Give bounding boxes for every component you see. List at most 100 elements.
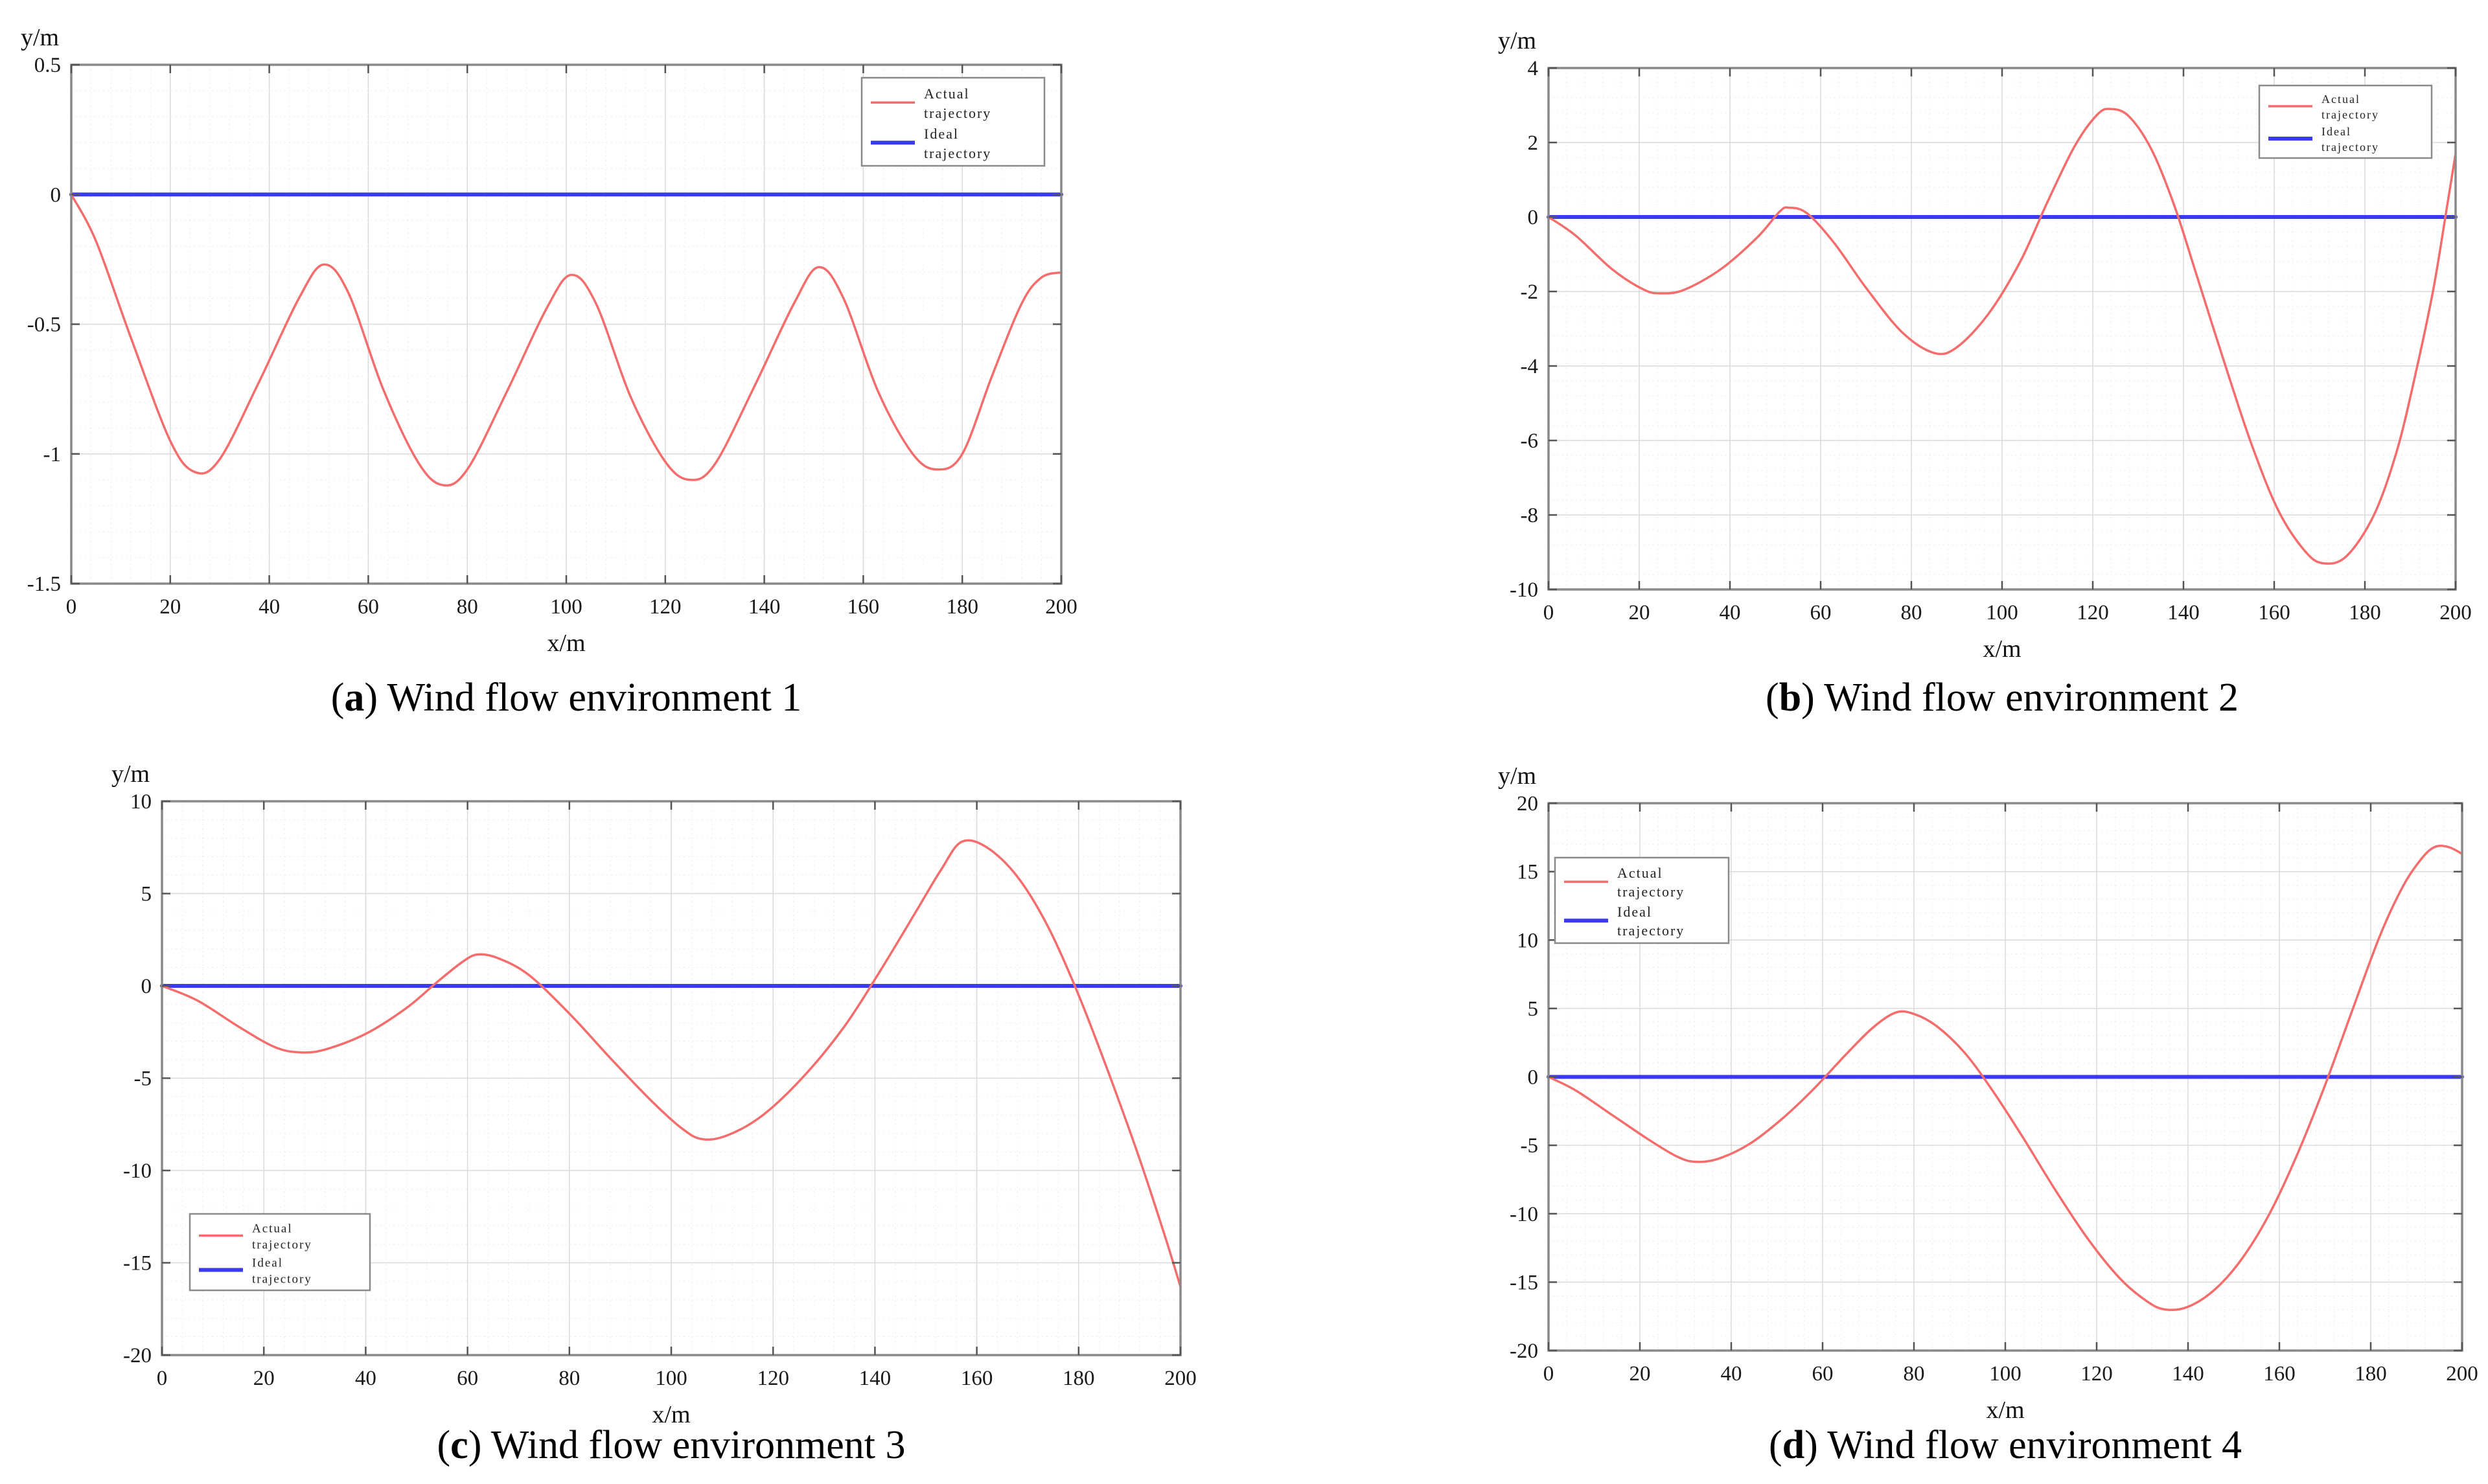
x-tick-label: 100 [550,595,582,619]
caption-open: ( [1766,676,1779,720]
x-tick-label: 40 [355,1367,376,1390]
x-tick-label: 140 [2167,601,2200,624]
x-tick-label: 180 [2349,601,2381,624]
y-axis-label: y/m [1498,27,1536,54]
caption-rest: ) Wind flow environment 3 [468,1423,906,1467]
caption-letter: d [1782,1423,1805,1467]
legend-box [2258,84,2433,159]
caption-letter: c [450,1423,468,1467]
y-tick-label: 4 [1528,57,1539,80]
x-axis-label: x/m [1986,1397,2024,1424]
y-tick-label: -4 [1521,355,1539,378]
x-tick-label: 20 [1629,601,1650,624]
x-tick-label: 120 [649,595,682,619]
x-tick-label: 180 [946,595,978,619]
y-tick-label: 2 [1528,131,1539,155]
x-tick-label: 80 [457,595,478,619]
legend-label: Ideal [2321,125,2351,138]
y-tick-label: 5 [1528,998,1539,1021]
x-tick-label: 80 [559,1367,580,1390]
y-tick-label: -2 [1521,280,1539,304]
legend-label: Actual [252,1222,293,1235]
caption-rest: ) Wind flow environment 4 [1804,1423,2242,1467]
x-tick-label: 120 [757,1367,789,1390]
y-tick-label: 0 [141,975,152,998]
y-tick-label: -15 [1510,1271,1538,1294]
legend-label: trajectory [2321,108,2379,121]
x-tick-label: 80 [1901,601,1922,624]
legend: Actual trajectory Ideal trajectory [189,1213,371,1292]
x-tick-label: 100 [655,1367,687,1390]
legend-label: Ideal [1617,904,1652,920]
y-tick-label: 5 [141,883,152,906]
x-tick-label: 160 [2258,601,2290,624]
x-tick-label: 100 [1989,1362,2022,1386]
legend-label: trajectory [1617,922,1685,939]
series-actual-trajectory [70,193,1063,487]
caption-open: ( [330,676,345,720]
x-tick-label: 40 [1720,601,1741,624]
x-tick-label: 60 [457,1367,478,1390]
y-axis-label: y/m [1498,762,1536,790]
series-actual-trajectory [1547,108,2457,565]
y-tick-label: 0 [1528,1066,1539,1090]
x-tick-label: 160 [961,1367,993,1390]
caption-panel-c: (c) Wind flow environment 3 [162,1422,1181,1468]
x-tick-label: 0 [1543,601,1554,624]
x-tick-label: 180 [2355,1362,2387,1386]
x-tick-label: 60 [1812,1362,1834,1386]
y-tick-label: -1.5 [27,573,61,596]
y-tick-label: -10 [1510,578,1538,602]
y-tick-label: 0 [51,183,62,207]
legend-box [189,1213,371,1292]
x-tick-label: 140 [859,1367,892,1390]
x-tick-label: 200 [1164,1367,1197,1390]
x-tick-label: 120 [2077,601,2109,624]
legend-label: Actual [924,86,970,102]
y-tick-label: 10 [1517,929,1538,952]
axis-ticks [161,800,1182,1356]
x-tick-label: 120 [2080,1362,2113,1386]
x-tick-label: 160 [847,595,880,619]
legend-box [860,76,1046,167]
legend-label: trajectory [2321,141,2379,154]
caption-open: ( [1769,1423,1782,1467]
x-tick-label: 140 [2172,1362,2204,1386]
axis-ticks [70,63,1063,585]
y-tick-label: -15 [123,1252,152,1275]
legend: Actual trajectory Ideal trajectory [2258,84,2433,159]
x-tick-label: 60 [1810,601,1832,624]
y-tick-label: 20 [1517,792,1538,816]
x-tick-label: 160 [2263,1362,2296,1386]
x-axis-label: x/m [547,630,585,657]
legend-label: Ideal [252,1256,283,1270]
y-tick-label: -5 [1521,1134,1539,1158]
x-tick-label: 20 [1630,1362,1651,1386]
x-tick-label: 60 [358,595,379,619]
y-tick-label: -20 [1510,1340,1538,1363]
legend-label: Actual [1617,865,1663,881]
x-tick-label: 20 [159,595,181,619]
y-tick-label: -6 [1521,429,1539,453]
chart-panel-d: 0 20 40 60 80 100 120 140 160 180 200 20 15 10 5 0 -5 -10… [1498,762,2478,1424]
x-tick-label: 40 [259,595,280,619]
y-tick-label: -10 [123,1159,152,1183]
x-tick-label: 200 [1045,595,1077,619]
x-axis-label: x/m [652,1401,690,1428]
legend: Actual trajectory Ideal trajectory [860,76,1046,167]
y-tick-label: 10 [130,790,152,814]
chart-panel-a: 0 20 40 60 80 100 120 140 160 180 200 0.5 0 -0.5 -1 -1.… [21,24,1077,657]
y-tick-label: -5 [134,1067,152,1091]
caption-panel-b: (b) Wind flow environment 2 [1549,675,2456,721]
y-tick-label: 0 [1528,206,1539,229]
y-axis-label: y/m [111,760,150,788]
series-actual-trajectory [1547,844,2463,1312]
axis-ticks [1547,802,2463,1352]
y-tick-label: -10 [1510,1203,1538,1226]
x-axis-label: x/m [1983,635,2021,663]
axis-ticks [1547,67,2457,591]
y-tick-label: -20 [123,1344,152,1367]
x-tick-label: 180 [1063,1367,1095,1390]
